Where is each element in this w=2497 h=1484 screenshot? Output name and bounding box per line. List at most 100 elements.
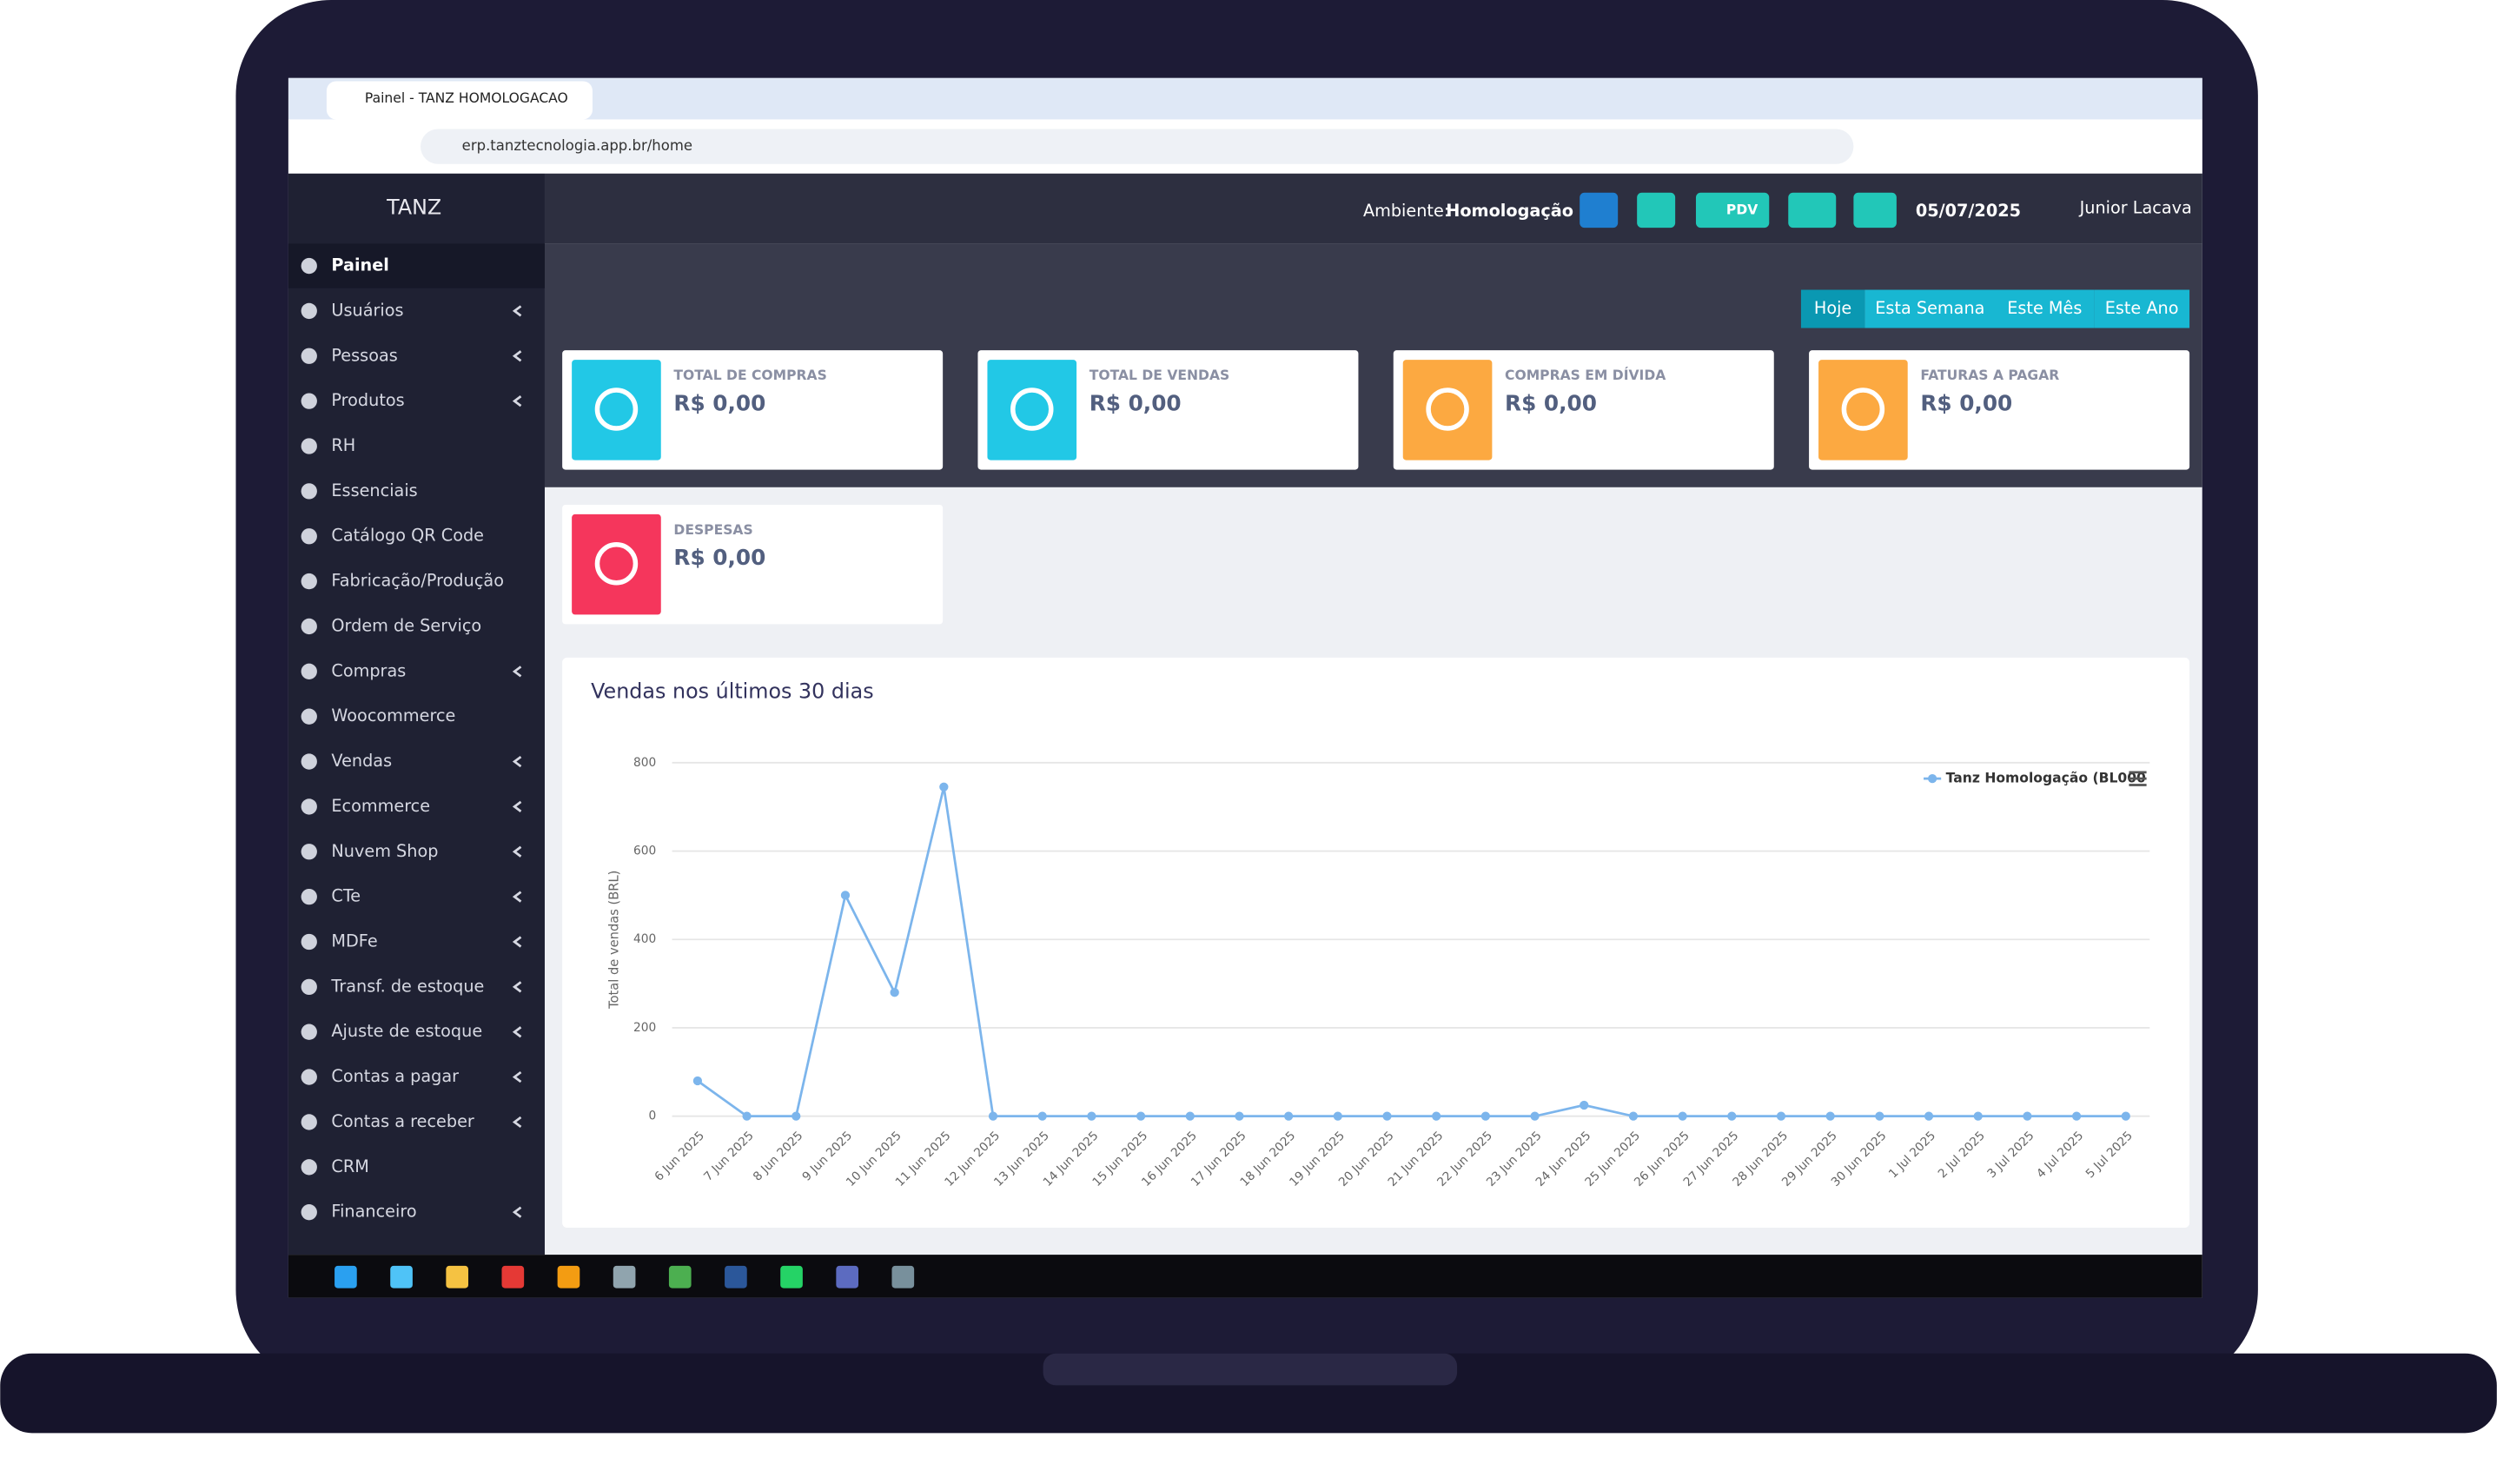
taskbar-icon[interactable] — [501, 1265, 525, 1289]
taskbar-icon[interactable] — [557, 1265, 580, 1289]
url-bar[interactable] — [421, 129, 1854, 164]
menu-item[interactable]: Nuvem Shop — [331, 841, 438, 861]
card-value: R$ 0,00 — [1505, 390, 1597, 415]
data-point — [1136, 1111, 1146, 1121]
menu-icon — [301, 483, 317, 500]
taskbar-icon[interactable] — [780, 1265, 803, 1289]
environment-label: Ambiente: — [1363, 201, 1449, 221]
y-axis-title: Total de vendas (BRL) — [607, 871, 622, 1010]
header-button[interactable] — [1788, 192, 1837, 229]
filter-button[interactable] — [2094, 289, 2190, 328]
taskbar-icon[interactable] — [891, 1265, 915, 1289]
sidebar — [288, 173, 545, 1255]
data-point — [1875, 1111, 1884, 1121]
taskbar-icon[interactable] — [613, 1265, 636, 1289]
filter-button[interactable] — [1800, 289, 1865, 328]
menu-item[interactable]: Produtos — [331, 390, 404, 410]
pdv-label: PDV — [1726, 202, 1758, 217]
tab[interactable] — [326, 81, 593, 120]
card-icon-glyph — [1426, 388, 1469, 431]
menu-item[interactable]: Vendas — [331, 751, 392, 771]
card-value: R$ 0,00 — [673, 545, 765, 570]
card-icon — [1818, 360, 1908, 460]
y-tick-label: 800 — [633, 756, 656, 770]
menu-icon — [301, 1024, 317, 1040]
submenu-arrow — [512, 395, 522, 407]
menu-item[interactable]: Painel — [331, 255, 388, 275]
menu-icon — [301, 798, 317, 815]
menu-item[interactable]: Usuários — [331, 300, 403, 320]
submenu-arrow — [512, 350, 522, 362]
menu-item[interactable]: MDFe — [331, 931, 377, 951]
user: Junior Lacava — [2079, 198, 2192, 218]
menu-item[interactable]: CTe — [331, 886, 361, 906]
data-point — [2121, 1111, 2130, 1121]
data-point — [1432, 1111, 1441, 1121]
chart-title: Vendas nos últimos 30 dias — [591, 679, 874, 704]
taskbar-icon[interactable] — [836, 1265, 859, 1289]
menu-icon — [301, 618, 317, 635]
submenu-arrow — [512, 891, 522, 903]
taskbar-icon[interactable] — [725, 1265, 747, 1289]
menu-icon — [301, 1159, 317, 1176]
submenu-arrow — [512, 755, 522, 768]
menu-icon — [301, 257, 317, 275]
menu-item[interactable]: Fabricação/Produção — [331, 571, 504, 591]
menu-icon — [301, 753, 317, 770]
card-label: DESPESAS — [673, 522, 752, 538]
filter-button[interactable] — [1995, 289, 2095, 328]
menu-item[interactable]: Catálogo QR Code — [331, 526, 484, 546]
data-point — [1284, 1111, 1294, 1121]
data-point — [1382, 1111, 1392, 1121]
card-icon-glyph — [594, 542, 639, 586]
menu-icon — [301, 978, 317, 996]
submenu-arrow — [512, 1116, 522, 1129]
brand: TANZ — [386, 195, 441, 220]
filter-button[interactable] — [1864, 289, 1996, 328]
y-tick-label: 0 — [649, 1110, 657, 1123]
menu-item[interactable]: Contas a pagar — [331, 1066, 459, 1086]
data-point — [692, 1076, 703, 1086]
data-point — [1678, 1111, 1687, 1121]
data-point — [2071, 1111, 2082, 1121]
menu-item[interactable]: CRM — [331, 1156, 368, 1176]
submenu-arrow — [512, 1026, 522, 1038]
header-button[interactable] — [1637, 192, 1676, 229]
menu-item[interactable]: Pessoas — [331, 345, 397, 365]
menu-item[interactable]: Contas a receber — [331, 1111, 474, 1131]
menu-item[interactable]: Woocommerce — [331, 706, 455, 725]
taskbar-icon[interactable] — [668, 1265, 692, 1289]
data-point — [1727, 1111, 1737, 1121]
card-icon — [572, 513, 661, 615]
laptop-base — [0, 1353, 2497, 1434]
taskbar-icon[interactable] — [446, 1265, 469, 1289]
data-point — [1924, 1111, 1934, 1121]
header-button[interactable] — [1580, 192, 1619, 229]
menu-item[interactable]: Financeiro — [331, 1202, 416, 1222]
tab-bar — [288, 77, 2202, 120]
menu-item[interactable]: Transf. de estoque — [330, 976, 484, 996]
taskbar-icon[interactable] — [390, 1265, 413, 1289]
menu-item[interactable]: Essenciais — [331, 480, 417, 500]
menu-item[interactable]: RH — [331, 435, 355, 455]
data-point — [890, 988, 899, 997]
taskbar-icon[interactable] — [334, 1265, 357, 1289]
data-point — [840, 891, 851, 900]
card-icon — [572, 360, 661, 460]
data-point — [1530, 1111, 1540, 1121]
menu-item[interactable]: Compras — [331, 660, 406, 680]
header-button[interactable] — [1853, 192, 1897, 229]
card-value: R$ 0,00 — [1920, 390, 2012, 415]
card-icon — [1402, 360, 1493, 460]
menu-item[interactable]: Ordem de Serviço — [331, 615, 481, 635]
menu-item[interactable]: Ajuste de estoque — [331, 1021, 482, 1041]
data-point — [1235, 1111, 1244, 1121]
data-point — [1087, 1111, 1096, 1121]
header-button[interactable] — [1695, 192, 1770, 229]
menu-icon — [301, 888, 317, 905]
submenu-arrow — [512, 1070, 522, 1083]
card-icon-glyph — [1010, 388, 1054, 431]
menu-item[interactable]: Ecommerce — [331, 796, 430, 816]
data-point — [1480, 1111, 1491, 1121]
data-point — [1333, 1111, 1342, 1121]
